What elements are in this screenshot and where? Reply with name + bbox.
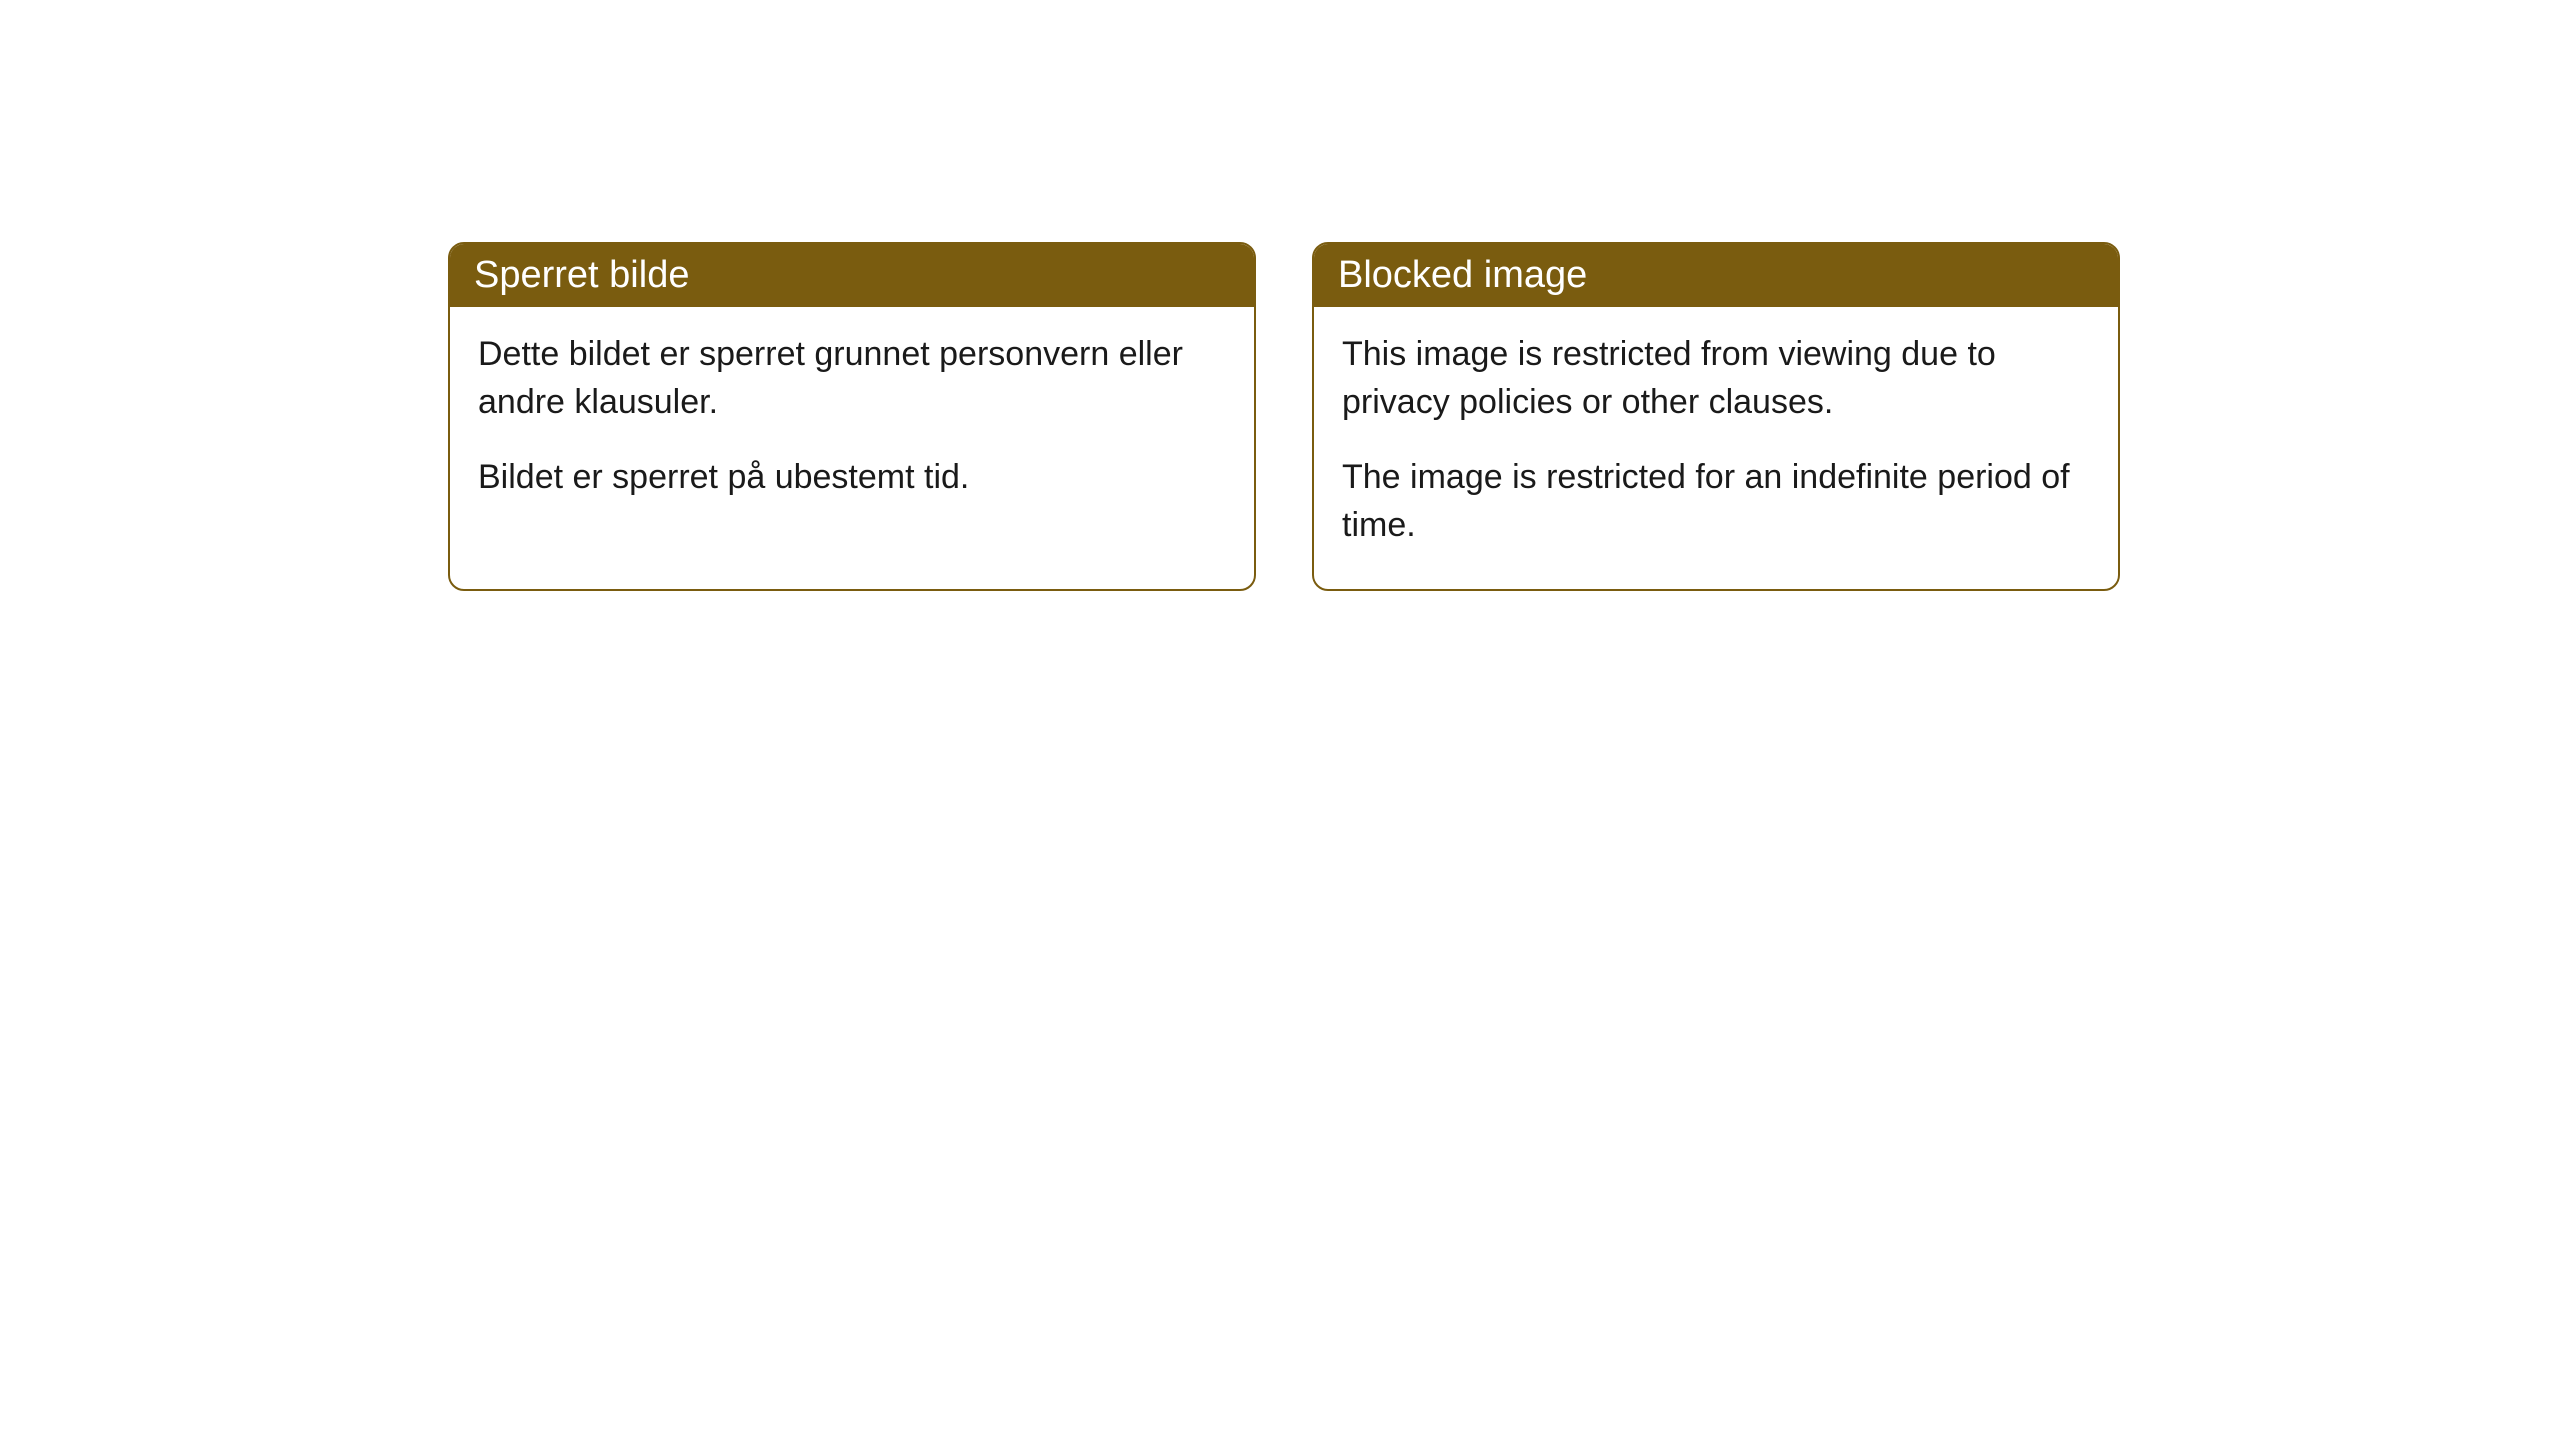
card-body: This image is restricted from viewing du… [1314,307,2118,589]
blocked-image-card-english: Blocked image This image is restricted f… [1312,242,2120,591]
card-title: Sperret bilde [474,254,689,296]
card-header: Blocked image [1314,244,2118,307]
card-paragraph: The image is restricted for an indefinit… [1342,454,2090,549]
blocked-image-card-norwegian: Sperret bilde Dette bildet er sperret gr… [448,242,1256,591]
card-paragraph: This image is restricted from viewing du… [1342,331,2090,426]
card-header: Sperret bilde [450,244,1254,307]
card-body: Dette bildet er sperret grunnet personve… [450,307,1254,542]
notice-cards-container: Sperret bilde Dette bildet er sperret gr… [448,242,2120,591]
card-title: Blocked image [1338,254,1587,296]
card-paragraph: Bildet er sperret på ubestemt tid. [478,454,1226,502]
card-paragraph: Dette bildet er sperret grunnet personve… [478,331,1226,426]
